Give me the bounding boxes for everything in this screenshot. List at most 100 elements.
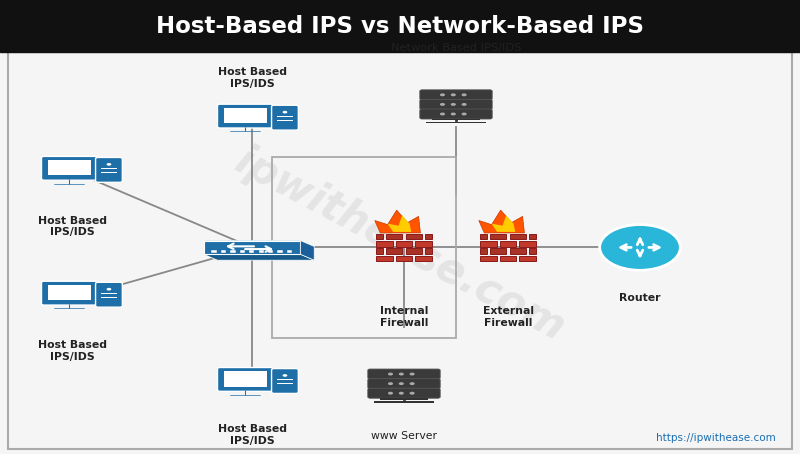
FancyBboxPatch shape (368, 379, 440, 389)
Circle shape (282, 374, 287, 377)
Circle shape (410, 373, 414, 375)
Bar (101, 168, 118, 169)
Polygon shape (491, 215, 515, 232)
Bar (510, 234, 526, 239)
Bar (432, 119, 480, 120)
Circle shape (410, 382, 414, 385)
Bar (377, 248, 383, 254)
Bar (277, 383, 294, 385)
Text: Host Based
IPS/IDS: Host Based IPS/IDS (218, 67, 286, 89)
Bar (529, 248, 535, 254)
Text: https://ipwithease.com: https://ipwithease.com (656, 433, 776, 443)
Circle shape (388, 382, 393, 385)
Bar (277, 116, 294, 117)
Bar (406, 248, 422, 254)
Bar (377, 256, 393, 261)
FancyBboxPatch shape (42, 156, 97, 180)
Circle shape (106, 163, 111, 166)
Bar (500, 241, 516, 247)
Circle shape (440, 113, 445, 115)
Bar (221, 250, 226, 253)
Circle shape (440, 103, 445, 106)
FancyBboxPatch shape (271, 369, 298, 394)
Bar (287, 250, 292, 253)
Circle shape (450, 94, 456, 96)
Text: ipwithease.com: ipwithease.com (228, 140, 572, 350)
Bar (101, 172, 118, 173)
Circle shape (462, 94, 466, 96)
Polygon shape (204, 241, 314, 247)
Text: External
Firewall: External Firewall (482, 306, 534, 328)
Bar (386, 234, 402, 239)
Text: Router: Router (619, 293, 661, 303)
Bar (249, 250, 254, 253)
Bar (240, 250, 245, 253)
Polygon shape (300, 241, 314, 260)
Bar (0, 0, 800, 52)
Bar (396, 256, 412, 261)
Bar (406, 234, 422, 239)
Circle shape (282, 111, 287, 114)
Circle shape (398, 382, 404, 385)
FancyBboxPatch shape (95, 282, 122, 307)
Bar (380, 398, 428, 400)
Bar (258, 250, 264, 253)
Bar (377, 241, 393, 247)
Polygon shape (387, 215, 411, 232)
Bar (377, 234, 383, 239)
Circle shape (600, 225, 680, 270)
Bar (278, 250, 282, 253)
Circle shape (388, 373, 393, 375)
Bar (230, 250, 235, 253)
Bar (272, 157, 456, 338)
Bar (224, 371, 266, 386)
FancyBboxPatch shape (218, 367, 273, 391)
Bar (374, 401, 434, 403)
Bar (415, 241, 431, 247)
FancyBboxPatch shape (420, 109, 492, 119)
Text: www Server: www Server (371, 431, 437, 441)
Polygon shape (204, 254, 314, 260)
Circle shape (106, 288, 111, 291)
Text: Internal
Firewall: Internal Firewall (380, 306, 428, 328)
Bar (277, 120, 294, 121)
Bar (101, 293, 118, 294)
Bar (481, 241, 497, 247)
Bar (426, 122, 486, 123)
Circle shape (398, 373, 404, 375)
Bar (396, 241, 412, 247)
Bar (268, 250, 274, 253)
Bar (8, 52, 792, 449)
Circle shape (398, 392, 404, 395)
Bar (386, 248, 402, 254)
Bar (481, 234, 487, 239)
Bar (48, 160, 90, 175)
FancyBboxPatch shape (218, 104, 273, 128)
Circle shape (450, 113, 456, 115)
Bar (211, 250, 217, 253)
Bar (204, 241, 300, 254)
Circle shape (462, 113, 466, 115)
FancyBboxPatch shape (95, 158, 122, 183)
FancyBboxPatch shape (368, 369, 440, 379)
Bar (490, 234, 506, 239)
Bar (519, 241, 535, 247)
Bar (224, 108, 266, 123)
Circle shape (462, 103, 466, 106)
FancyBboxPatch shape (420, 90, 492, 100)
Circle shape (440, 94, 445, 96)
FancyBboxPatch shape (420, 99, 492, 109)
Bar (500, 256, 516, 261)
Bar (490, 248, 506, 254)
Bar (510, 248, 526, 254)
Bar (519, 256, 535, 261)
Bar (101, 297, 118, 298)
FancyBboxPatch shape (42, 281, 97, 305)
Bar (415, 256, 431, 261)
Bar (277, 379, 294, 380)
Bar (48, 285, 90, 300)
FancyBboxPatch shape (368, 388, 440, 398)
Bar (209, 254, 295, 256)
Circle shape (410, 392, 414, 395)
Circle shape (450, 103, 456, 106)
